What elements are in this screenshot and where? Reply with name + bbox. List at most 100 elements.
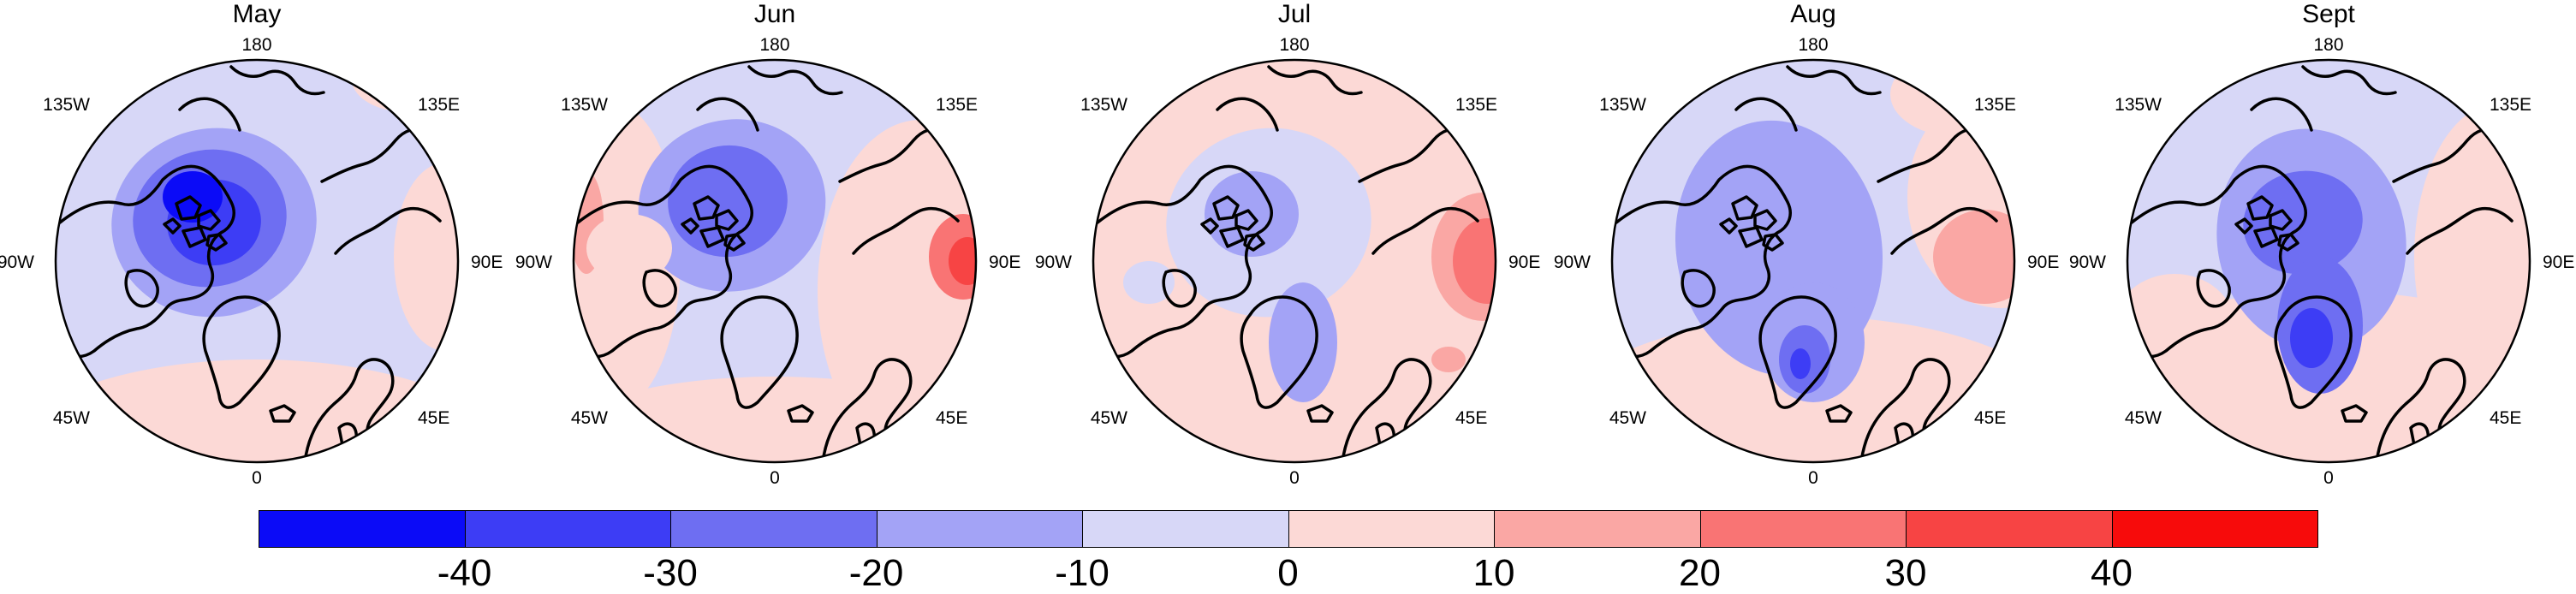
longitude-label-left: 90W	[515, 252, 552, 272]
colorbar-cell	[670, 510, 878, 548]
longitude-label-bottom: 0	[2323, 468, 2334, 488]
anomaly-contour-region	[2290, 308, 2333, 368]
anomaly-contour-region	[1890, 60, 2014, 137]
coastline	[175, 195, 202, 221]
coastline	[1267, 65, 1363, 96]
coastline	[1200, 217, 1219, 235]
longitude-label-lower-right: 45E	[2490, 408, 2522, 428]
coastline	[2250, 97, 2313, 132]
coastline	[1240, 295, 1318, 409]
coastline	[1890, 206, 1998, 255]
coastline	[1371, 206, 1479, 255]
coastline	[1738, 226, 1764, 248]
longitude-label-right: 90E	[1508, 252, 1541, 272]
longitude-label-lower-left: 45W	[1090, 408, 1127, 428]
polar-map	[54, 58, 460, 464]
colorbar-tick-label: 10	[1472, 552, 1515, 594]
longitude-label-right: 90E	[2543, 252, 2575, 272]
longitude-label-upper-left: 135W	[2115, 95, 2162, 115]
panel-title: Sept	[2302, 0, 2355, 28]
coastline	[699, 226, 725, 248]
coastline	[2301, 65, 2397, 96]
map-frame	[54, 58, 460, 464]
colorbar-cell	[1906, 510, 2113, 548]
coastline	[1096, 164, 1273, 359]
longitude-label-lower-left: 45W	[1609, 408, 1646, 428]
map-panel-aug: Aug 180 0 90W 90E 135W 135E 45W 45E	[1554, 0, 2070, 487]
colorbar-cell	[2111, 510, 2318, 548]
longitude-label-upper-left: 135W	[1080, 95, 1127, 115]
longitude-label-top: 180	[241, 35, 272, 55]
coastline	[163, 217, 181, 235]
longitude-label-upper-left: 135W	[1599, 95, 1646, 115]
coastline	[642, 269, 677, 308]
coastline	[303, 358, 395, 462]
coastline	[58, 164, 235, 359]
coastline	[202, 295, 281, 409]
coastline	[1681, 269, 1716, 308]
longitude-label-bottom: 0	[770, 468, 780, 488]
coastline	[2130, 164, 2307, 359]
longitude-label-lower-left: 45W	[570, 408, 608, 428]
longitude-label-top: 180	[1798, 35, 1829, 55]
longitude-label-lower-left: 45W	[52, 408, 90, 428]
map-panel-jul: Jul 180 0 90W 90E 135W 135E 45W 45E	[1035, 0, 1551, 487]
longitude-label-left: 90W	[2068, 252, 2106, 272]
coastline	[1162, 269, 1197, 308]
coastline	[1719, 217, 1738, 235]
anomaly-contour-region	[1453, 218, 1496, 304]
longitude-label-right: 90E	[471, 252, 503, 272]
colorbar-tick-label: -40	[437, 552, 492, 594]
coastline	[1341, 358, 1432, 462]
coastline	[178, 97, 241, 132]
colorbar-cell	[1082, 510, 1289, 548]
coastline	[1734, 97, 1798, 132]
anomaly-contour-region	[949, 237, 976, 285]
colorbar	[259, 510, 2318, 549]
longitude-label-right: 90E	[2027, 252, 2060, 272]
coastline	[2246, 195, 2274, 221]
coastline	[715, 209, 739, 231]
longitude-label-top: 180	[1279, 35, 1310, 55]
coastline	[2274, 295, 2353, 409]
coastline	[2253, 226, 2279, 248]
longitude-label-upper-right: 135E	[1455, 95, 1498, 115]
longitude-label-lower-right: 45E	[1455, 408, 1488, 428]
colorbar-tick-label: 40	[2091, 552, 2133, 594]
coastline	[229, 65, 325, 96]
coastline	[747, 65, 843, 96]
colorbar-tick-label: -30	[643, 552, 698, 594]
coastline	[1234, 209, 1258, 231]
coastline	[1731, 195, 1758, 221]
longitude-label-top: 180	[759, 35, 790, 55]
colorbar-cell	[876, 510, 1083, 548]
colorbar-cell	[259, 510, 466, 548]
longitude-label-left: 90W	[1034, 252, 1072, 272]
coastline	[1212, 195, 1240, 221]
coastline	[576, 164, 753, 359]
longitude-label-upper-right: 135E	[2490, 95, 2532, 115]
coastline	[205, 233, 228, 252]
coastline	[821, 358, 913, 462]
longitude-label-upper-right: 135E	[936, 95, 979, 115]
colorbar-tick-label: 0	[1277, 552, 1299, 594]
colorbar-tick-label: -10	[1055, 552, 1110, 594]
colorbar-tick-label: 30	[1884, 552, 1927, 594]
anomaly-contour-region	[586, 214, 672, 282]
coastline	[181, 226, 207, 248]
coastline	[723, 233, 746, 252]
panel-title: Jul	[1277, 0, 1312, 28]
longitude-label-left: 90W	[1553, 252, 1591, 272]
map-panel-may: May 180 0 90W 90E 135W 135E 45W 45E	[0, 0, 514, 487]
map-frame	[572, 58, 978, 464]
coastline	[2277, 233, 2299, 252]
coastline	[1243, 233, 1265, 252]
coastline	[1786, 65, 1882, 96]
coastline	[2375, 358, 2466, 462]
panel-title: Jun	[753, 0, 796, 28]
coastline	[1762, 233, 1784, 252]
polar-map	[1610, 58, 2016, 464]
coastline	[852, 206, 960, 255]
panel-title: May	[232, 0, 282, 28]
